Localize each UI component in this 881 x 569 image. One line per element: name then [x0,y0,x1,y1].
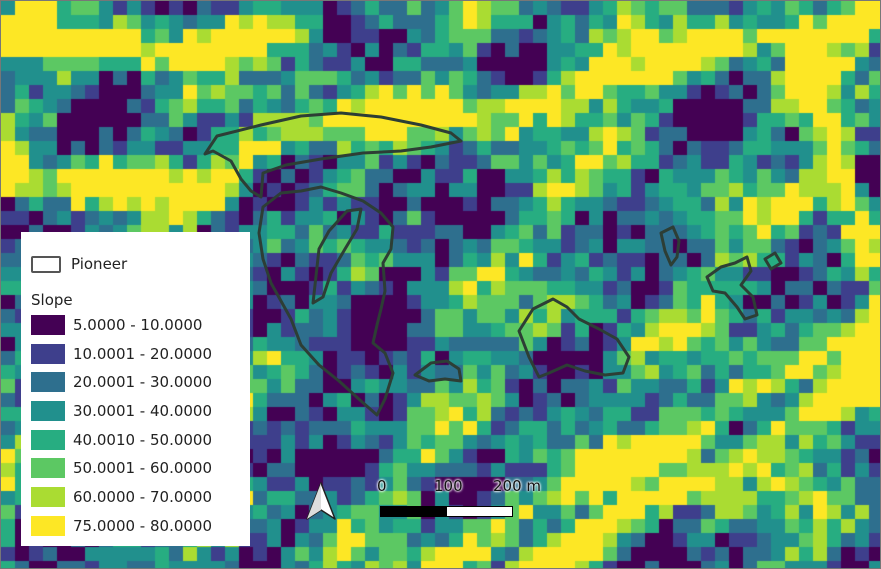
class-swatch [31,372,65,393]
class-label: 20.0001 - 30.0000 [73,373,213,392]
class-label: 30.0001 - 40.0000 [73,402,213,421]
class-label: 75.0000 - 80.0000 [73,516,213,535]
polygon-main-block [257,185,395,417]
legend-class-row: 10.0001 - 20.0000 [31,339,240,368]
legend-slope-title: Slope [31,290,73,309]
class-swatch [31,429,65,450]
legend-class-row: 20.0001 - 30.0000 [31,368,240,397]
class-label: 5.0000 - 10.0000 [73,316,203,335]
class-label: 60.0000 - 70.0000 [73,488,213,507]
class-swatch [31,401,65,422]
polygon-small-east [413,359,463,383]
north-arrow-icon [306,482,336,520]
polygon-swatch [31,255,61,273]
scale-bar: 0 100 200 m [377,477,541,519]
legend-pioneer-row: Pioneer [31,250,240,279]
polygon-far-east-1 [659,225,681,267]
polygon-far-east-3 [763,251,783,271]
class-label: 40.0010 - 50.0000 [73,430,213,449]
polygon-north-ridge [203,111,463,199]
legend-class-row: 40.0010 - 50.0000 [31,425,240,454]
polygon-far-east-2 [705,255,759,321]
polygon-central-east [517,297,631,379]
class-swatch [31,343,65,364]
scale-segment-dark [380,506,447,517]
scale-label-100: 100 [434,477,463,495]
legend-class-row: 60.0000 - 70.0000 [31,483,240,512]
class-label: 50.0001 - 60.0000 [73,459,213,478]
legend-class-row: 5.0000 - 10.0000 [31,311,240,340]
scale-label-0: 0 [377,477,387,495]
map-legend: Pioneer Slope 5.0000 - 10.0000 10.0001 -… [21,232,250,546]
legend-class-row: 30.0001 - 40.0000 [31,397,240,426]
polygon-inner-ridge [311,207,363,305]
class-swatch [31,458,65,479]
legend-pioneer-label: Pioneer [71,255,128,274]
legend-class-row: 50.0001 - 60.0000 [31,454,240,483]
class-swatch [31,515,65,536]
scale-segment-light [446,506,513,517]
legend-class-list: 5.0000 - 10.0000 10.0001 - 20.0000 20.00… [31,311,240,541]
class-label: 10.0001 - 20.0000 [73,344,213,363]
class-swatch [31,487,65,508]
scale-label-200: 200 m [493,477,542,495]
class-swatch [31,315,65,336]
legend-class-row: 75.0000 - 80.0000 [31,512,240,541]
